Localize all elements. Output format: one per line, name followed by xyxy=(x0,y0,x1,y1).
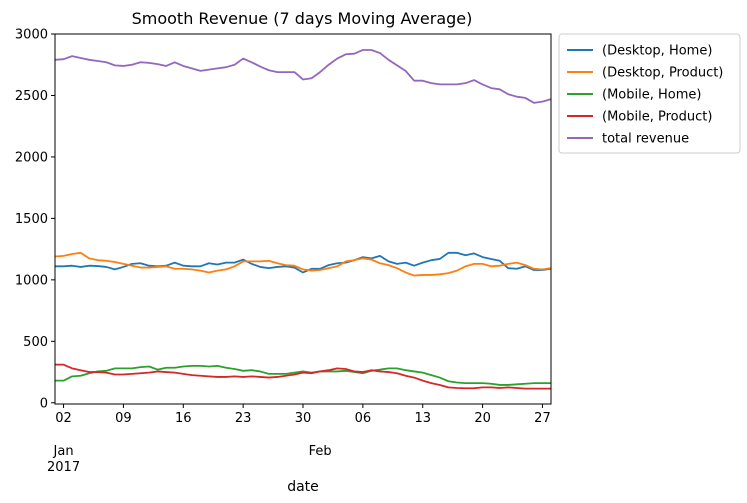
plot-frame xyxy=(54,33,552,405)
series-layer xyxy=(54,49,552,390)
y-tick-label: 2500 xyxy=(15,89,48,104)
x-year-label: 2017 xyxy=(47,460,80,475)
x-month-label: Feb xyxy=(309,444,332,459)
series-line-3 xyxy=(55,363,551,390)
legend-label: (Desktop, Product) xyxy=(602,66,723,81)
y-axis: 0 500 1000 1500 2000 2500 3000 xyxy=(15,28,55,411)
legend-label: (Mobile, Home) xyxy=(602,88,701,103)
legend: (Desktop, Home) (Desktop, Product) (Mobile… xyxy=(558,33,741,154)
y-tick-label: 1500 xyxy=(15,212,48,227)
y-tick-label: 3000 xyxy=(15,28,48,43)
x-axis-label: date xyxy=(287,479,319,495)
x-tick-label: 02 xyxy=(55,411,72,426)
y-tick-label: 500 xyxy=(23,335,48,350)
legend-box xyxy=(558,33,741,154)
series-line-0 xyxy=(55,251,552,274)
x-tick-label: 06 xyxy=(355,411,372,426)
x-tick-label: 20 xyxy=(474,411,491,426)
y-tick-label: 1000 xyxy=(15,273,48,288)
series-line-2 xyxy=(55,364,551,386)
x-month-label: Jan xyxy=(53,444,74,459)
legend-label: total revenue xyxy=(602,132,689,147)
x-tick-label: 27 xyxy=(534,411,551,426)
x-tick-label: 16 xyxy=(175,411,192,426)
x-tick-label: 30 xyxy=(295,411,312,426)
legend-label: (Mobile, Product) xyxy=(602,110,712,125)
x-tick-label: 23 xyxy=(235,411,252,426)
series-line-4 xyxy=(54,49,552,104)
series-line-1 xyxy=(54,251,552,277)
y-tick-label: 0 xyxy=(40,396,48,411)
x-tick-label: 09 xyxy=(115,411,132,426)
x-tick-label: 13 xyxy=(414,411,431,426)
y-tick-label: 2000 xyxy=(15,150,48,165)
legend-label: (Desktop, Home) xyxy=(602,44,712,59)
chart-title: Smooth Revenue (7 days Moving Average) xyxy=(132,9,473,28)
